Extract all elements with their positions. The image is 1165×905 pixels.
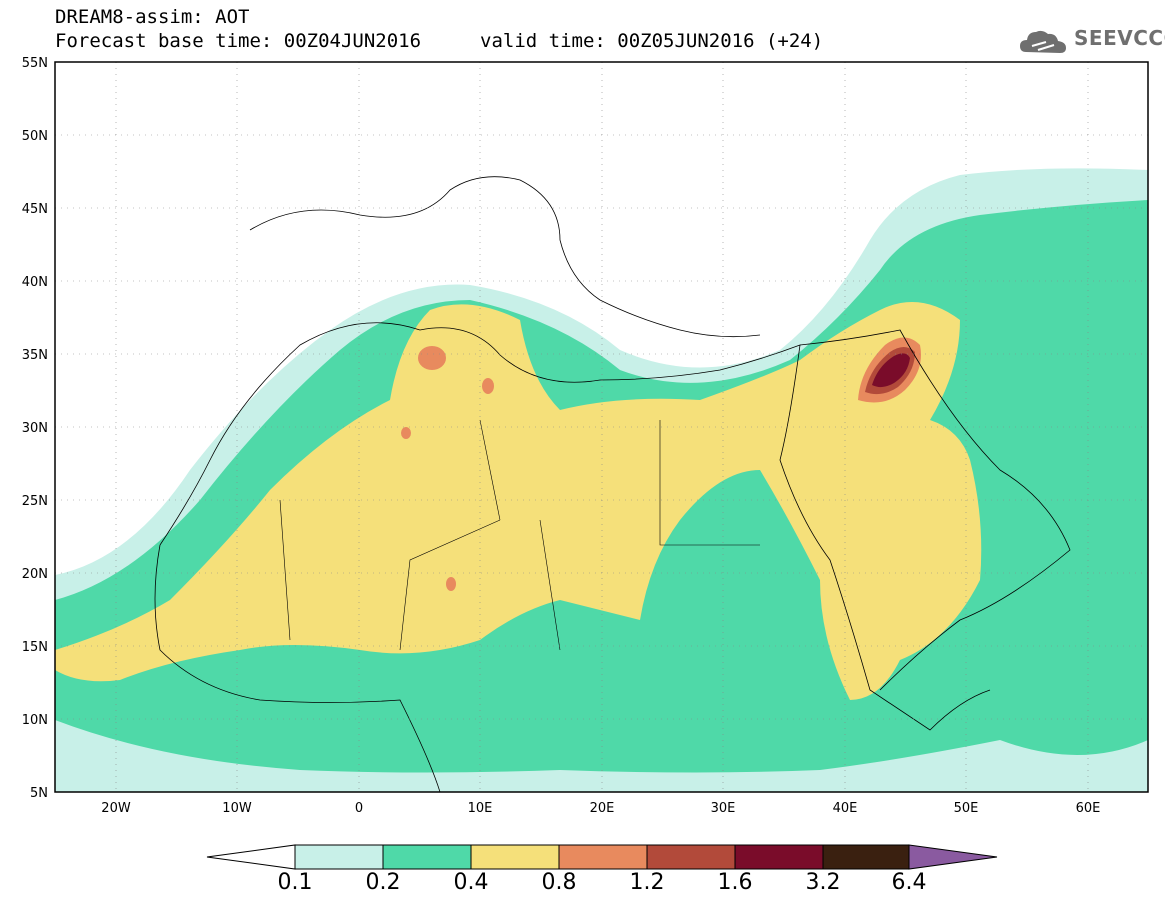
lon-label: 0 <box>355 801 363 816</box>
plot-frame <box>54 61 1149 793</box>
colorbar-label: 0.4 <box>453 870 489 895</box>
lon-label: 60E <box>1076 801 1101 816</box>
lat-label: 20N <box>22 567 48 582</box>
aot-band-0.8 <box>401 427 411 439</box>
colorbar-label: 0.2 <box>365 870 401 895</box>
coastline-west-africa <box>154 544 441 792</box>
lat-label: 35N <box>22 348 48 363</box>
colorbar-segment <box>294 844 384 870</box>
lat-label: 45N <box>22 202 48 217</box>
aot-band-0.8 <box>446 577 456 591</box>
lon-labels: 20W 10W 0 10E 20E 30E 40E 50E 60E <box>101 801 1100 816</box>
colorbar-segment <box>908 844 998 870</box>
colorbar-label: 1.2 <box>629 870 665 895</box>
colorbar-label: 0.8 <box>541 870 577 895</box>
forecast-base-time: Forecast base time: 00Z04JUN2016 <box>55 30 422 52</box>
colorbar-segment <box>646 844 736 870</box>
aot-band-1.6 <box>872 353 910 388</box>
lon-label: 10E <box>468 801 493 816</box>
colorbar <box>206 844 998 870</box>
lat-label: 40N <box>22 275 48 290</box>
lat-label: 5N <box>30 786 48 801</box>
colorbar-segment <box>470 844 560 870</box>
colorbar-segment <box>206 844 296 870</box>
cloud-icon <box>1020 30 1066 53</box>
lat-label: 30N <box>22 421 48 436</box>
aot-field <box>55 168 1148 792</box>
lon-label: 20W <box>101 801 131 816</box>
colorbar-segment <box>734 844 824 870</box>
lon-label: 40E <box>833 801 858 816</box>
aot-band-0.8 <box>418 346 446 370</box>
coastline-europe <box>249 176 761 338</box>
colorbar-segment <box>382 844 472 870</box>
aot-band-0.4 <box>55 302 982 700</box>
gridlines <box>55 62 1148 792</box>
border-lines <box>279 419 760 651</box>
colorbar-label: 0.1 <box>277 870 313 895</box>
colorbar-label: 6.4 <box>891 870 927 895</box>
coastline-arabia <box>799 329 1071 691</box>
lon-label: 50E <box>954 801 979 816</box>
colorbar-label: 1.6 <box>717 870 753 895</box>
lon-label: 10W <box>222 801 252 816</box>
lat-label: 10N <box>22 713 48 728</box>
aot-band-0.8 <box>482 378 494 394</box>
coastline-africa <box>159 322 991 731</box>
lon-label: 30E <box>711 801 736 816</box>
coastlines <box>154 176 1071 792</box>
lon-label: 20E <box>590 801 615 816</box>
lat-label: 15N <box>22 640 48 655</box>
lat-label: 25N <box>22 494 48 509</box>
logo-text: SEEVCCC <box>1074 26 1165 50</box>
colorbar-segment <box>558 844 648 870</box>
map-title: DREAM8-assim: AOT <box>55 6 250 28</box>
colorbar-label: 3.2 <box>805 870 841 895</box>
lat-label: 55N <box>22 56 48 71</box>
lat-label: 50N <box>22 129 48 144</box>
colorbar-segment <box>822 844 910 870</box>
valid-time: valid time: 00Z05JUN2016 (+24) <box>480 30 824 52</box>
lat-labels: 55N 50N 45N 40N 35N 30N 25N 20N 15N 10N … <box>22 56 48 801</box>
